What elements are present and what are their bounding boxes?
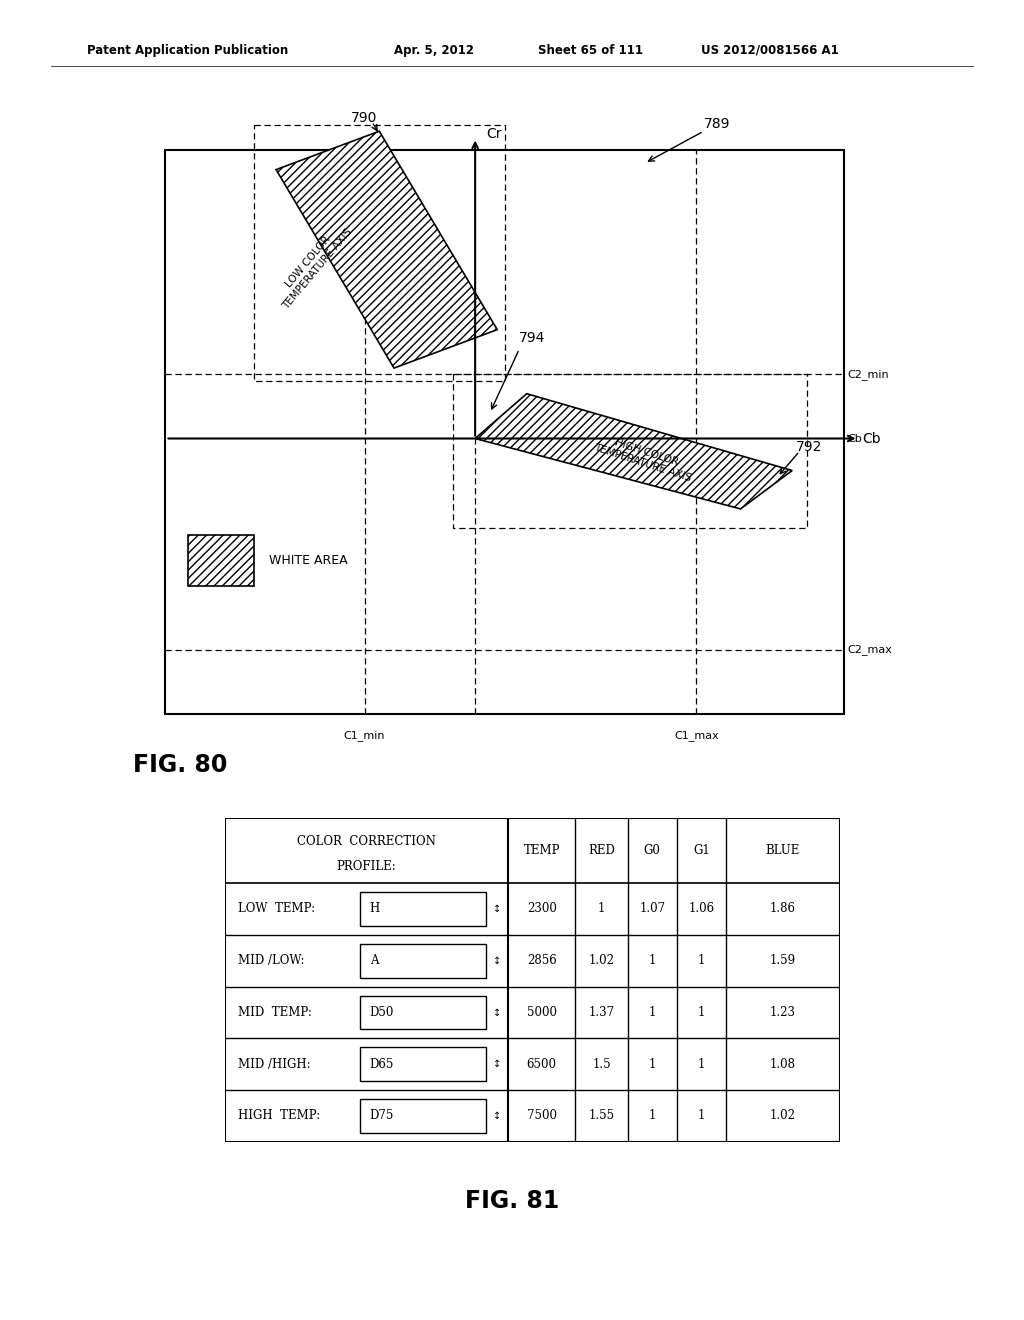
Text: 1.08: 1.08 xyxy=(770,1057,796,1071)
Text: 794: 794 xyxy=(519,331,546,346)
Text: 792: 792 xyxy=(796,441,822,454)
Text: HIGH  TEMP:: HIGH TEMP: xyxy=(238,1109,319,1122)
Text: MID /HIGH:: MID /HIGH: xyxy=(238,1057,310,1071)
Bar xyxy=(360,995,486,1030)
Polygon shape xyxy=(475,393,793,510)
Text: WHITE AREA: WHITE AREA xyxy=(268,553,347,566)
Text: 1: 1 xyxy=(648,1006,656,1019)
Text: ↕: ↕ xyxy=(493,1059,501,1069)
Text: 6500: 6500 xyxy=(526,1057,557,1071)
Text: Sheet 65 of 111: Sheet 65 of 111 xyxy=(538,44,643,57)
Text: LOW  TEMP:: LOW TEMP: xyxy=(238,903,314,916)
Text: D75: D75 xyxy=(370,1109,394,1122)
Text: LOW COLOR
TEMPERATURE AXIS: LOW COLOR TEMPERATURE AXIS xyxy=(272,219,354,312)
Text: ↕: ↕ xyxy=(493,956,501,966)
Text: C1_max: C1_max xyxy=(674,730,719,741)
Text: COLOR  CORRECTION: COLOR CORRECTION xyxy=(297,834,436,847)
Text: D65: D65 xyxy=(370,1057,394,1071)
Text: RED: RED xyxy=(588,845,615,857)
Text: C1_min: C1_min xyxy=(344,730,385,741)
Text: A: A xyxy=(370,954,378,968)
Text: 790: 790 xyxy=(351,111,378,124)
Text: 1.55: 1.55 xyxy=(589,1109,614,1122)
Bar xyxy=(360,892,486,925)
Text: Patent Application Publication: Patent Application Publication xyxy=(87,44,289,57)
Text: 1: 1 xyxy=(697,1109,706,1122)
Bar xyxy=(360,1047,486,1081)
Text: FIG. 80: FIG. 80 xyxy=(133,754,227,777)
Text: ↕: ↕ xyxy=(493,904,501,913)
Text: TEMP: TEMP xyxy=(523,845,560,857)
Bar xyxy=(166,150,844,714)
Text: 2856: 2856 xyxy=(526,954,557,968)
Text: Cb: Cb xyxy=(862,432,881,446)
Text: 1.5: 1.5 xyxy=(592,1057,611,1071)
Text: H: H xyxy=(370,903,380,916)
Text: US 2012/0081566 A1: US 2012/0081566 A1 xyxy=(701,44,840,57)
Text: Apr. 5, 2012: Apr. 5, 2012 xyxy=(394,44,474,57)
Text: ↕: ↕ xyxy=(493,1111,501,1121)
Text: MID /LOW:: MID /LOW: xyxy=(238,954,304,968)
Text: G0: G0 xyxy=(644,845,660,857)
Text: 1.02: 1.02 xyxy=(589,954,614,968)
Text: FIG. 81: FIG. 81 xyxy=(465,1189,559,1213)
Text: 1: 1 xyxy=(697,954,706,968)
Text: ↕: ↕ xyxy=(493,1007,501,1018)
Text: 1: 1 xyxy=(598,903,605,916)
Text: C2_max: C2_max xyxy=(848,644,892,655)
Text: G1: G1 xyxy=(693,845,710,857)
Text: 1.02: 1.02 xyxy=(770,1109,796,1122)
Text: 789: 789 xyxy=(703,117,730,131)
Text: C2_min: C2_min xyxy=(848,370,889,380)
Text: D50: D50 xyxy=(370,1006,394,1019)
Text: 1.23: 1.23 xyxy=(770,1006,796,1019)
Text: BLUE: BLUE xyxy=(766,845,800,857)
Text: 1.37: 1.37 xyxy=(589,1006,614,1019)
Text: 7500: 7500 xyxy=(526,1109,557,1122)
Text: Cb: Cb xyxy=(848,433,862,444)
Text: 1: 1 xyxy=(648,954,656,968)
Text: 1.06: 1.06 xyxy=(688,903,715,916)
Bar xyxy=(187,535,254,586)
Polygon shape xyxy=(276,131,498,368)
Text: 1: 1 xyxy=(648,1109,656,1122)
Text: 1: 1 xyxy=(648,1057,656,1071)
Text: 2300: 2300 xyxy=(526,903,557,916)
Text: 1.59: 1.59 xyxy=(770,954,796,968)
Text: 1: 1 xyxy=(697,1006,706,1019)
Bar xyxy=(360,1100,486,1133)
Text: 1: 1 xyxy=(697,1057,706,1071)
Text: MID  TEMP:: MID TEMP: xyxy=(238,1006,311,1019)
Text: Cr: Cr xyxy=(486,128,502,141)
Text: HIGH COLOR
TEMPERATURE AXIS: HIGH COLOR TEMPERATURE AXIS xyxy=(593,432,696,483)
Text: 5000: 5000 xyxy=(526,1006,557,1019)
Text: 1.07: 1.07 xyxy=(639,903,666,916)
Text: PROFILE:: PROFILE: xyxy=(337,861,396,874)
Text: 1.86: 1.86 xyxy=(770,903,796,916)
Bar xyxy=(360,944,486,978)
